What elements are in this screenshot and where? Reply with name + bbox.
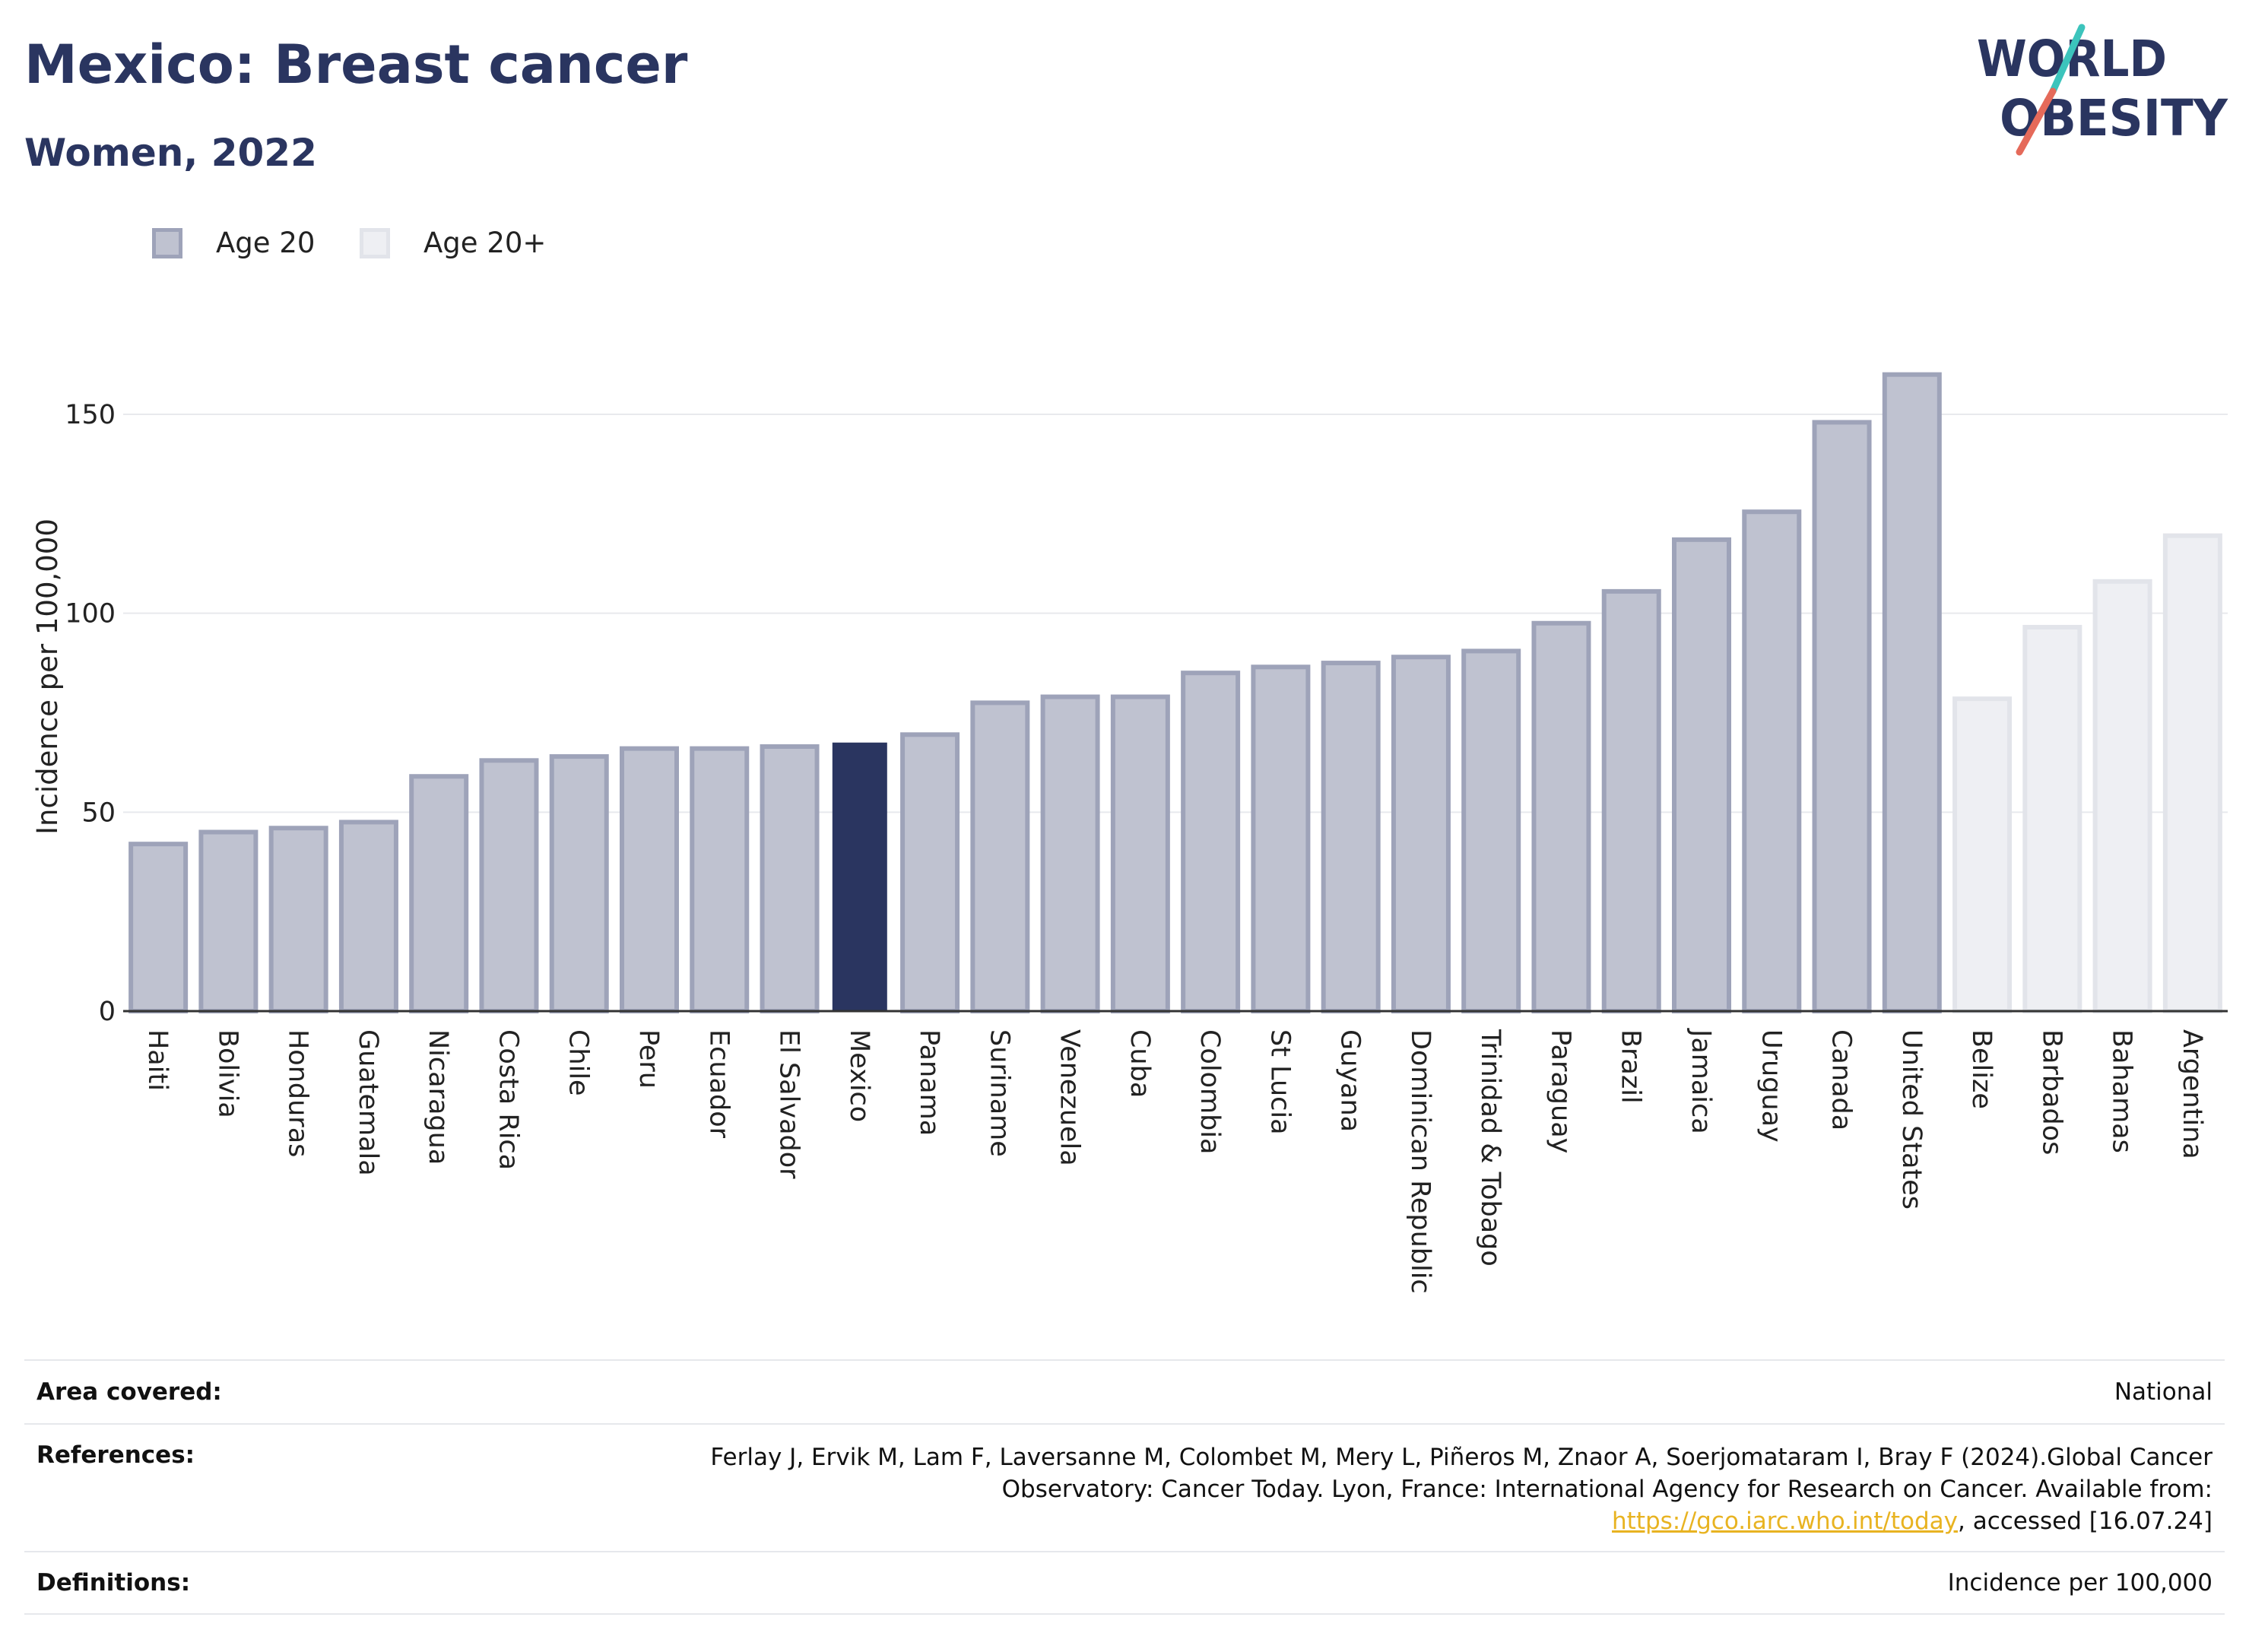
logo-slash-coral-icon [2016, 87, 2057, 156]
page-subtitle: Women, 2022 [24, 131, 317, 175]
world-obesity-logo: WORLD OBESITY [1977, 24, 2228, 156]
bar-argentina [2162, 533, 2222, 1013]
x-tick-label-colombia: Colombia [1194, 1029, 1225, 1154]
x-tick-label-bolivia: Bolivia [212, 1029, 243, 1118]
bar-chart: 0 50 100 150 Haiti Bolivia Honduras Guatemala N… [31, 372, 2228, 1294]
legend-swatch-age20plus [360, 227, 390, 258]
legend-item-age20plus: Age 20+ [360, 227, 546, 259]
x-tick-label-peru: Peru [633, 1029, 664, 1089]
x-tick-label-suriname: Suriname [984, 1029, 1014, 1157]
bar-guyana [1321, 661, 1381, 1013]
y-tick-label: 50 [81, 797, 116, 828]
bar-bolivia [198, 829, 259, 1013]
x-tick-label-jamaica: Jamaica [1686, 1028, 1716, 1134]
y-tick-label: 150 [65, 400, 116, 430]
x-tick-label-canada: Canada [1826, 1029, 1857, 1130]
footer-row-definitions: Definitions: Incidence per 100,000 [24, 1551, 2225, 1615]
bar-ecuador [690, 746, 750, 1013]
bar-canada [1812, 420, 1872, 1013]
x-tick-label-guatemala: Guatemala [353, 1029, 383, 1176]
bar-el-salvador [760, 744, 820, 1013]
x-tick-label-belize: Belize [1966, 1029, 1997, 1109]
bar-suriname [970, 700, 1030, 1014]
x-tick-label-paraguay: Paraguay [1545, 1029, 1575, 1153]
bar-jamaica [1672, 537, 1731, 1013]
x-tick-label-nicaragua: Nicaragua [423, 1029, 453, 1165]
references-label: References: [36, 1441, 195, 1469]
x-tick-label-guyana: Guyana [1335, 1029, 1366, 1132]
gridlines [123, 414, 2228, 813]
logo-word-2: OBESITY [2000, 89, 2228, 147]
x-tick-label-panama: Panama [914, 1029, 944, 1136]
bar-nicaragua [409, 774, 469, 1013]
bar-honduras [268, 826, 328, 1014]
x-tick-label-mexico: Mexico [844, 1029, 874, 1122]
bar-uruguay [1742, 509, 1802, 1013]
legend-label-age20plus: Age 20+ [423, 227, 547, 259]
x-tick-label-brazil: Brazil [1616, 1029, 1646, 1104]
bar-colombia [1181, 671, 1241, 1014]
references-text-part2: , accessed [16.07.24] [1957, 1508, 2213, 1535]
x-tick-label-barbados: Barbados [2036, 1029, 2067, 1155]
references-text-part1: Ferlay J, Ervik M, Lam F, Laversanne M, … [710, 1444, 2213, 1503]
footer-row-references: References: Ferlay J, Ervik M, Lam F, La… [24, 1423, 2225, 1551]
bar-united-states [1882, 372, 1942, 1013]
x-tick-label-venezuela: Venezuela [1055, 1029, 1085, 1166]
bar-haiti [128, 842, 189, 1013]
bar-barbados [2022, 624, 2082, 1013]
bar-guatemala [338, 820, 398, 1013]
references-value: Ferlay J, Ervik M, Lam F, Laversanne M, … [646, 1441, 2213, 1551]
footer-info: Area covered: National References: Ferla… [24, 1359, 2225, 1615]
bar-trinidad-tobago [1461, 648, 1521, 1014]
references-link[interactable]: https://gco.iarc.who.int/today [1612, 1508, 1958, 1535]
legend-swatch-age20 [152, 227, 182, 258]
logo-slash-teal-icon [2049, 24, 2086, 95]
legend-item-age20: Age 20 [152, 227, 315, 259]
x-tick-label-united-states: United States [1896, 1029, 1927, 1210]
y-axis-ticks: 0 50 100 150 [65, 400, 116, 1027]
area-covered-label: Area covered: [36, 1378, 222, 1406]
x-tick-label-ecuador: Ecuador [703, 1029, 734, 1139]
x-tick-label-el-salvador: El Salvador [774, 1029, 804, 1179]
bar-costa-rica [479, 758, 539, 1013]
legend-label-age20: Age 20 [216, 227, 316, 259]
x-tick-label-cuba: Cuba [1124, 1029, 1155, 1098]
bar-venezuela [1040, 694, 1100, 1013]
bar-st-lucia [1251, 664, 1311, 1013]
x-tick-label-costa-rica: Costa Rica [493, 1029, 523, 1170]
x-tick-label-dominican-republic: Dominican Republic [1405, 1029, 1435, 1294]
x-axis-ticks: Haiti Bolivia Honduras Guatemala Nicaragua Co… [123, 1010, 2228, 1294]
bar-chile [549, 754, 609, 1013]
bars [128, 372, 2222, 1014]
bar-paraguay [1531, 620, 1591, 1013]
x-tick-label-st-lucia: St Lucia [1264, 1029, 1295, 1135]
bar-belize [1952, 696, 2013, 1014]
definitions-label: Definitions: [36, 1569, 191, 1597]
y-tick-label: 0 [99, 997, 116, 1027]
bar-dominican-republic [1391, 655, 1451, 1013]
x-tick-label-trinidad-tobago: Trinidad & Tobago [1475, 1029, 1505, 1267]
page-title: Mexico: Breast cancer [24, 33, 688, 96]
bar-cuba [1110, 694, 1170, 1013]
bar-brazil [1601, 588, 1661, 1013]
bar-panama [900, 732, 960, 1013]
definitions-value: Incidence per 100,000 [1947, 1569, 2213, 1597]
bar-mexico [832, 742, 887, 1011]
area-covered-value: National [2114, 1378, 2213, 1406]
y-tick-label: 100 [65, 599, 116, 629]
x-tick-label-chile: Chile [563, 1029, 594, 1096]
x-tick-label-argentina: Argentina [2177, 1029, 2207, 1159]
x-tick-label-haiti: Haiti [142, 1029, 173, 1091]
y-axis-title: Incidence per 100,000 [31, 518, 64, 835]
logo-word-1: WORLD [1977, 30, 2167, 88]
x-tick-label-honduras: Honduras [283, 1029, 313, 1157]
bar-peru [620, 746, 679, 1013]
bar-bahamas [2092, 579, 2152, 1013]
footer-row-area: Area covered: National [24, 1359, 2225, 1423]
x-tick-label-bahamas: Bahamas [2107, 1029, 2137, 1153]
x-tick-label-uruguay: Uruguay [1756, 1029, 1786, 1143]
